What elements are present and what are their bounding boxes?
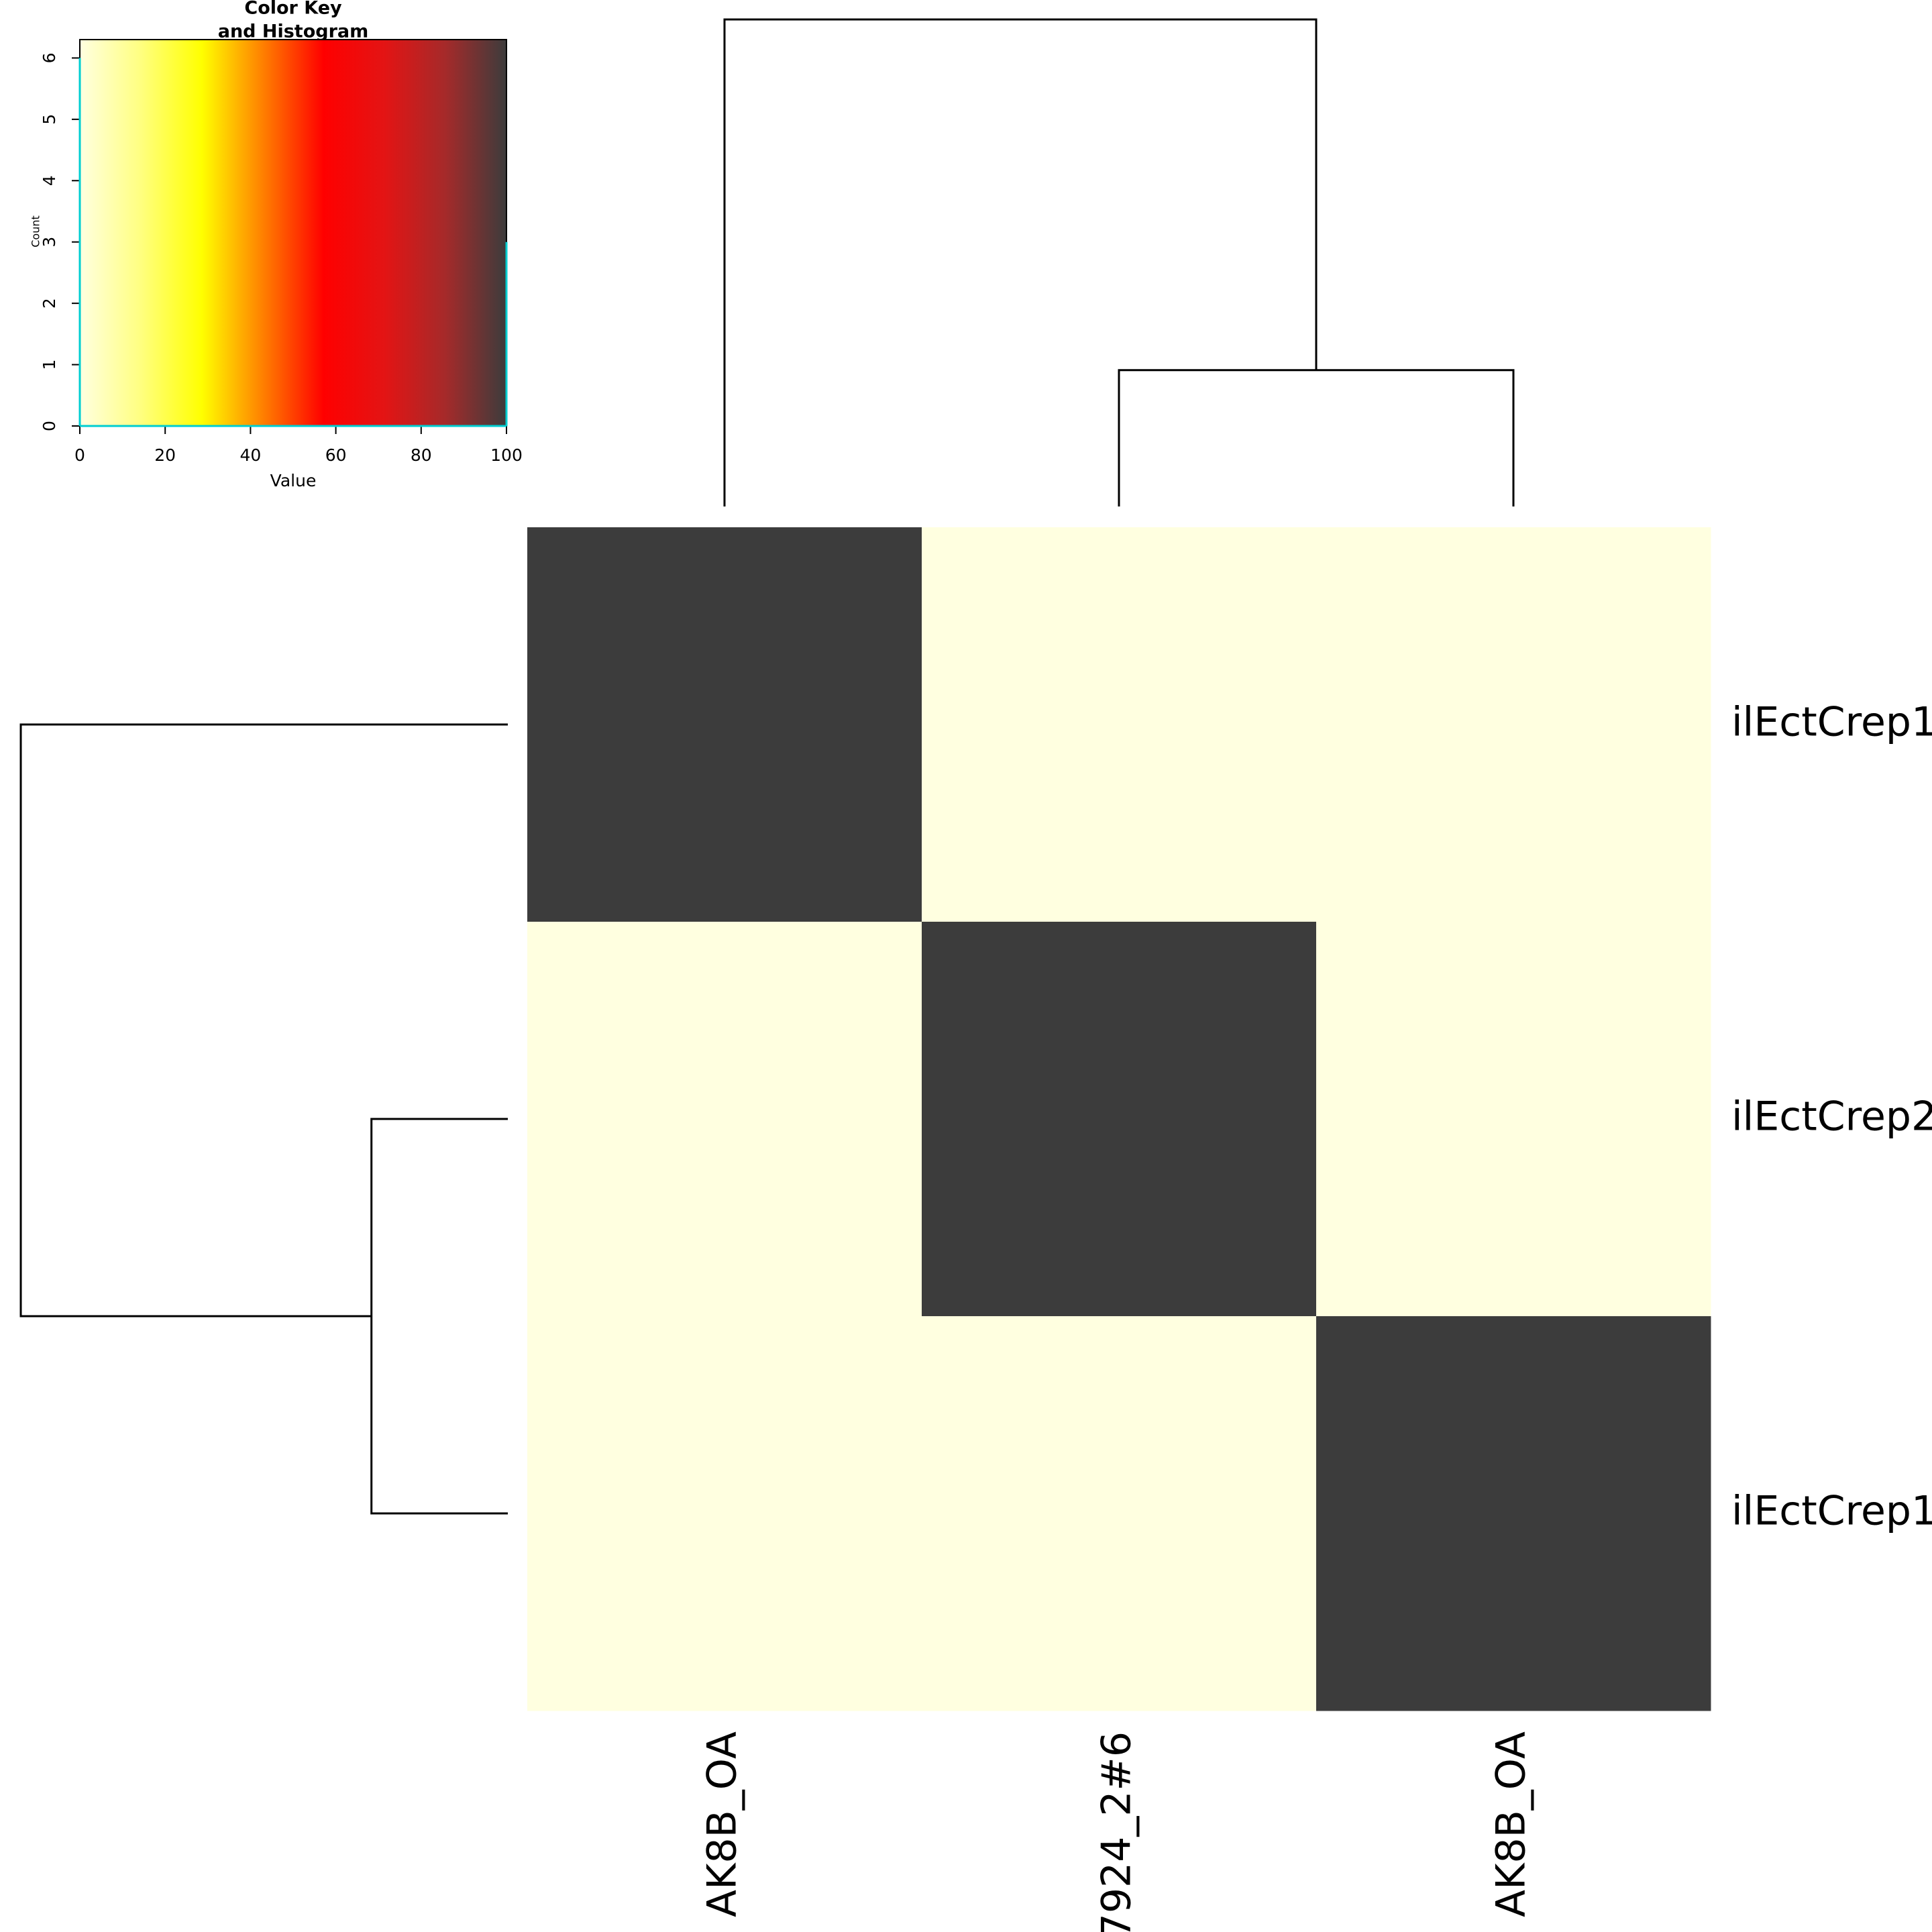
heatmap-cell: [922, 1316, 1317, 1711]
x-tick-label: 0: [74, 445, 85, 465]
x-tick-label: 60: [325, 445, 347, 465]
row-label: ilEctCrep1: [1731, 1488, 1932, 1535]
dendrogram-link: [723, 18, 1318, 506]
dendrogram-link: [19, 723, 508, 1318]
row-label: ilEctCrep2: [1731, 1093, 1932, 1140]
x-tick-label: 80: [411, 445, 432, 465]
y-tick-label: 5: [40, 114, 59, 125]
column-label: 7924_2#6: [1093, 1731, 1140, 1932]
heatmap-cell: [922, 527, 1317, 922]
y-tick-label: 0: [40, 421, 59, 431]
heatmap-cell: [1316, 527, 1711, 922]
column-label: AK8B_OA: [699, 1731, 746, 1917]
heatmap-cell: [1316, 1316, 1711, 1711]
key-x-label: Value: [270, 471, 317, 490]
column-label: AK8B_OA: [1488, 1731, 1535, 1917]
heatmap-cell: [527, 527, 922, 922]
x-tick-label: 40: [239, 445, 261, 465]
heatmap-cell: [527, 1316, 922, 1711]
y-tick-label: 4: [40, 175, 59, 186]
y-tick-label: 6: [40, 52, 59, 63]
color-key: [79, 39, 507, 427]
x-tick-label: 100: [490, 445, 523, 465]
dendrogram-link: [370, 1118, 508, 1515]
heatmap-cell: [922, 922, 1317, 1317]
y-tick-label: 2: [40, 298, 59, 309]
key-y-label: Count: [30, 215, 42, 248]
key-title: and Histogram: [218, 21, 369, 42]
x-tick-label: 20: [154, 445, 176, 465]
heatmap-cell: [527, 922, 922, 1317]
row-label: ilEctCrep1: [1731, 699, 1932, 746]
y-tick-label: 3: [40, 237, 59, 248]
dendrogram-link: [1118, 369, 1515, 506]
y-tick-label: 1: [40, 360, 59, 370]
key-title: Color Key: [244, 0, 342, 19]
heatmap-cell: [1316, 922, 1711, 1317]
